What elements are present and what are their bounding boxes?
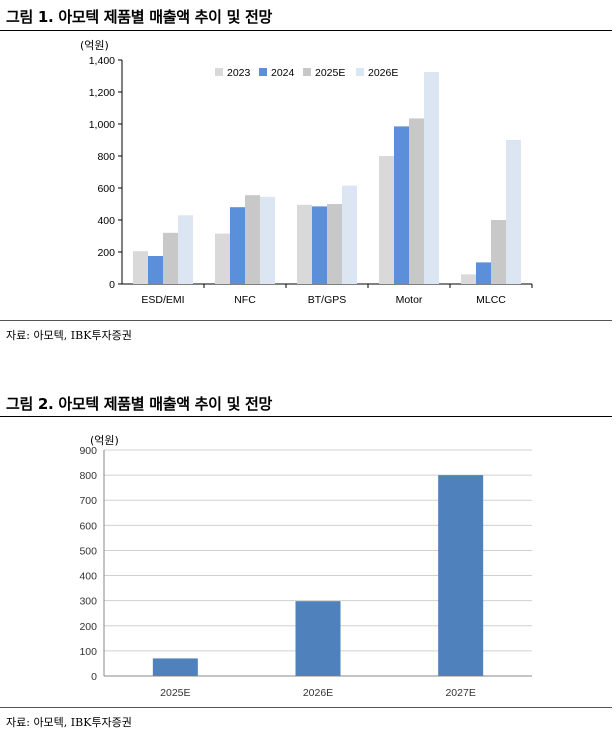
figure2-top-rule: [0, 416, 612, 417]
chart1-x-tick-label: ESD/EMI: [141, 294, 184, 306]
figure2-bottom-rule: [0, 707, 612, 708]
chart2-x-tick-label: 2027E: [445, 687, 475, 699]
chart1-legend-swatch: [303, 68, 311, 76]
chart1-legend-label: 2026E: [368, 67, 398, 79]
chart1-bar: [424, 72, 439, 284]
figure1-source: 자료: 아모텍, IBK투자증권: [6, 329, 132, 342]
figure2-title: 그림 2. 아모텍 제품별 매출액 추이 및 전망: [6, 395, 272, 413]
chart1-bar: [133, 251, 148, 284]
chart1-bar: [297, 204, 312, 284]
chart1-legend-swatch: [215, 68, 223, 76]
chart1-x-tick-label: BT/GPS: [308, 294, 347, 306]
chart1-bar: [506, 140, 521, 284]
chart1-bar: [409, 118, 424, 285]
chart1-bar-chart: (억원) 0 200 400 600 800 1,000 1,200 1,400 ESD/EMI N…: [80, 39, 533, 306]
figure2-source: 자료: 아모텍, IBK투자증권: [6, 716, 132, 729]
chart2-bar: [152, 658, 198, 676]
chart2-y-tick-label: 400: [79, 571, 97, 583]
chart1-bar: [327, 204, 342, 284]
chart1-y-tick-label: 1,000: [89, 119, 115, 131]
chart1-y-tick-label: 1,400: [89, 55, 115, 67]
chart2-y-tick-label: 500: [79, 545, 97, 557]
chart1-legend-label: 2023: [227, 67, 251, 79]
chart1-x-tick-label: Motor: [396, 294, 423, 306]
figure1-title: 그림 1. 아모텍 제품별 매출액 추이 및 전망: [6, 8, 272, 26]
chart1-legend-swatch: [259, 68, 267, 76]
chart1-bar: [178, 215, 193, 284]
chart1-x-tick-label: NFC: [234, 294, 256, 306]
chart1-bar: [215, 233, 230, 284]
chart2-y-tick-label: 300: [79, 596, 97, 608]
chart1-bar: [379, 156, 394, 284]
chart2-bar: [295, 601, 341, 676]
chart1-legend-swatch: [356, 68, 364, 76]
chart2-bar: [438, 475, 484, 676]
chart2-y-tick-label: 200: [79, 621, 97, 633]
chart1-bar: [230, 207, 245, 284]
chart2-y-tick-label: 900: [79, 445, 97, 457]
chart2-bar-chart: (억원) 0 100 200 300 400 500 600 700 800 900 2025E 202…: [79, 434, 532, 699]
chart1-x-tick-label: MLCC: [476, 294, 506, 306]
chart1-bar: [312, 206, 327, 284]
chart1-bar: [148, 256, 163, 284]
chart1-bar: [245, 195, 260, 284]
chart1-bar: [342, 185, 357, 284]
chart1-bar: [163, 232, 178, 284]
chart2-y-tick-label: 0: [91, 671, 97, 683]
chart1-y-tick-label: 800: [97, 151, 115, 163]
chart1-bar: [476, 262, 491, 284]
chart1-legend-label: 2024: [271, 67, 295, 79]
chart1-bar: [260, 196, 275, 284]
chart2-y-tick-label: 100: [79, 646, 97, 658]
chart2-y-tick-label: 600: [79, 520, 97, 532]
chart1-y-tick-label: 1,200: [89, 87, 115, 99]
chart2-x-tick-label: 2025E: [160, 687, 190, 699]
figure1-top-rule: [0, 30, 612, 31]
chart1-bar: [491, 220, 506, 284]
chart1-y-tick-label: 400: [97, 215, 115, 227]
chart1-legend-label: 2025E: [315, 67, 345, 79]
chart2-y-tick-label: 800: [79, 470, 97, 482]
chart1-y-tick-label: 200: [97, 247, 115, 259]
chart1-y-tick-label: 0: [109, 279, 115, 291]
chart1-unit-label: (억원): [80, 39, 109, 52]
chart1-bar: [461, 274, 476, 284]
chart2-unit-label: (억원): [90, 434, 119, 447]
chart1-y-tick-label: 600: [97, 183, 115, 195]
chart2-y-tick-label: 700: [79, 495, 97, 507]
figure1-bottom-rule: [0, 320, 612, 321]
chart2-x-tick-label: 2026E: [303, 687, 333, 699]
chart1-bar: [394, 126, 409, 285]
